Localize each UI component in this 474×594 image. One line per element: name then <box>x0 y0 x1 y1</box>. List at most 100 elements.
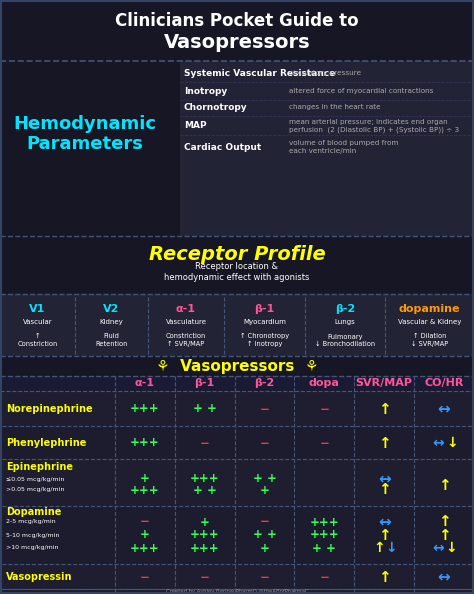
Text: ↓: ↓ <box>446 436 458 450</box>
Text: ≤0.05 mcg/kg/min: ≤0.05 mcg/kg/min <box>6 476 64 482</box>
Text: Receptor Profile: Receptor Profile <box>149 245 325 264</box>
Text: ↑: ↑ <box>438 527 450 542</box>
Text: +++: +++ <box>190 472 219 485</box>
Text: Created by Ashley Barlow PharmD @theABofPharmaC: Created by Ashley Barlow PharmD @theABof… <box>166 589 308 594</box>
Text: Norepinephrine: Norepinephrine <box>6 404 92 414</box>
Text: −: − <box>319 437 329 450</box>
Text: ↑: ↑ <box>378 527 391 542</box>
Text: Vasopressors: Vasopressors <box>164 33 310 52</box>
Text: +: + <box>140 529 150 542</box>
Bar <box>0 426 474 459</box>
Text: +++: +++ <box>130 437 160 450</box>
Text: β-2: β-2 <box>255 378 275 388</box>
Text: +: + <box>200 516 210 529</box>
Text: Receptor location &
hemodynamic effect with agonists: Receptor location & hemodynamic effect w… <box>164 263 310 282</box>
Text: ↓: ↓ <box>385 541 397 555</box>
Text: −: − <box>140 516 150 529</box>
Text: +++: +++ <box>190 529 219 542</box>
Text: −: − <box>260 403 270 415</box>
Text: +: + <box>260 484 270 497</box>
Text: −: − <box>140 570 150 583</box>
Text: α-1: α-1 <box>176 304 196 314</box>
Text: dopamine: dopamine <box>399 304 460 314</box>
Text: mean arterial pressure; indicates end organ
perfusion  (2 (Diastolic BP) + (Syst: mean arterial pressure; indicates end or… <box>289 119 459 132</box>
Text: +: + <box>260 542 270 555</box>
Text: ↑ Dilation
↓ SVR/MAP: ↑ Dilation ↓ SVR/MAP <box>411 333 448 346</box>
Text: ↔: ↔ <box>438 570 450 584</box>
Text: circulatory pressure: circulatory pressure <box>289 70 361 76</box>
Text: Vascular & Kidney: Vascular & Kidney <box>398 319 461 325</box>
Bar <box>0 391 474 426</box>
Text: Vascular: Vascular <box>23 319 52 325</box>
Text: ↓: ↓ <box>445 541 457 555</box>
Bar <box>180 61 474 236</box>
Text: ↑: ↑ <box>438 478 450 492</box>
Text: Cardiac Output: Cardiac Output <box>184 143 261 151</box>
Bar <box>0 564 474 589</box>
Text: + +: + + <box>253 529 276 542</box>
Text: V1: V1 <box>29 304 46 314</box>
Text: ↑: ↑ <box>378 402 391 416</box>
Text: +++: +++ <box>130 403 160 415</box>
Text: + +: + + <box>193 403 217 415</box>
Text: Myocardium: Myocardium <box>243 319 286 325</box>
Text: Kidney: Kidney <box>100 319 123 325</box>
Bar <box>0 236 474 294</box>
Text: Epinephrine: Epinephrine <box>6 462 73 472</box>
Text: ↔: ↔ <box>432 436 444 450</box>
Text: +++: +++ <box>310 516 339 529</box>
Bar <box>0 61 180 236</box>
Text: −: − <box>200 437 210 450</box>
Text: + +: + + <box>253 472 276 485</box>
Text: MAP: MAP <box>184 122 207 131</box>
Text: β-2: β-2 <box>335 304 355 314</box>
Text: Vasculature: Vasculature <box>165 319 207 325</box>
Text: Fluid
Retention: Fluid Retention <box>95 333 128 346</box>
Text: >10 mcg/kg/min: >10 mcg/kg/min <box>6 545 58 551</box>
Bar <box>0 506 474 564</box>
Text: Vasopressin: Vasopressin <box>6 572 73 582</box>
Text: +++: +++ <box>130 542 160 555</box>
Text: Chornotropy: Chornotropy <box>184 103 247 112</box>
Text: β-1: β-1 <box>255 304 274 314</box>
Text: dopa: dopa <box>309 378 340 388</box>
Text: −: − <box>260 570 270 583</box>
Text: Pulmonary
↓ Bronchodilation: Pulmonary ↓ Bronchodilation <box>315 333 375 346</box>
Text: ⚘  Vasopressors  ⚘: ⚘ Vasopressors ⚘ <box>156 359 318 374</box>
Text: Constriction
↑ SVR/MAP: Constriction ↑ SVR/MAP <box>166 333 206 346</box>
Text: ↑: ↑ <box>378 482 391 498</box>
Text: ↔: ↔ <box>378 514 391 529</box>
Text: SVR/MAP: SVR/MAP <box>356 378 413 388</box>
Text: ↑
Constriction: ↑ Constriction <box>18 333 58 346</box>
Text: ↑: ↑ <box>378 435 391 450</box>
Text: ↔: ↔ <box>438 402 450 416</box>
Text: 5-10 mcg/kg/min: 5-10 mcg/kg/min <box>6 532 59 538</box>
Text: +++: +++ <box>310 529 339 542</box>
Text: −: − <box>260 516 270 529</box>
Bar <box>0 0 474 64</box>
Text: −: − <box>319 403 329 415</box>
Text: −: − <box>260 437 270 450</box>
Text: Phenylephrine: Phenylephrine <box>6 438 86 448</box>
Text: ↑ Chronotropy
↑ Inotropy: ↑ Chronotropy ↑ Inotropy <box>240 333 289 347</box>
Text: + +: + + <box>312 542 337 555</box>
Text: changes in the heart rate: changes in the heart rate <box>289 104 381 110</box>
Text: +: + <box>140 472 150 485</box>
Text: ↔: ↔ <box>378 472 391 486</box>
Text: Hemodynamic
Parameters: Hemodynamic Parameters <box>13 115 156 153</box>
Text: Systemic Vascular Resistance: Systemic Vascular Resistance <box>184 68 336 77</box>
Bar <box>0 376 474 391</box>
Text: 2-5 mcg/kg/min: 2-5 mcg/kg/min <box>6 520 55 525</box>
Bar <box>0 459 474 506</box>
Text: ↑: ↑ <box>438 514 450 529</box>
Text: ↔: ↔ <box>432 541 444 555</box>
Text: CO/HR: CO/HR <box>424 378 464 388</box>
Text: −: − <box>200 570 210 583</box>
Text: +++: +++ <box>190 542 219 555</box>
Text: Inotropy: Inotropy <box>184 87 227 96</box>
Text: ↑: ↑ <box>374 541 385 555</box>
Text: Lungs: Lungs <box>335 319 356 325</box>
Bar <box>0 294 474 356</box>
Text: +++: +++ <box>130 484 160 497</box>
Text: Clinicians Pocket Guide to: Clinicians Pocket Guide to <box>115 12 359 30</box>
